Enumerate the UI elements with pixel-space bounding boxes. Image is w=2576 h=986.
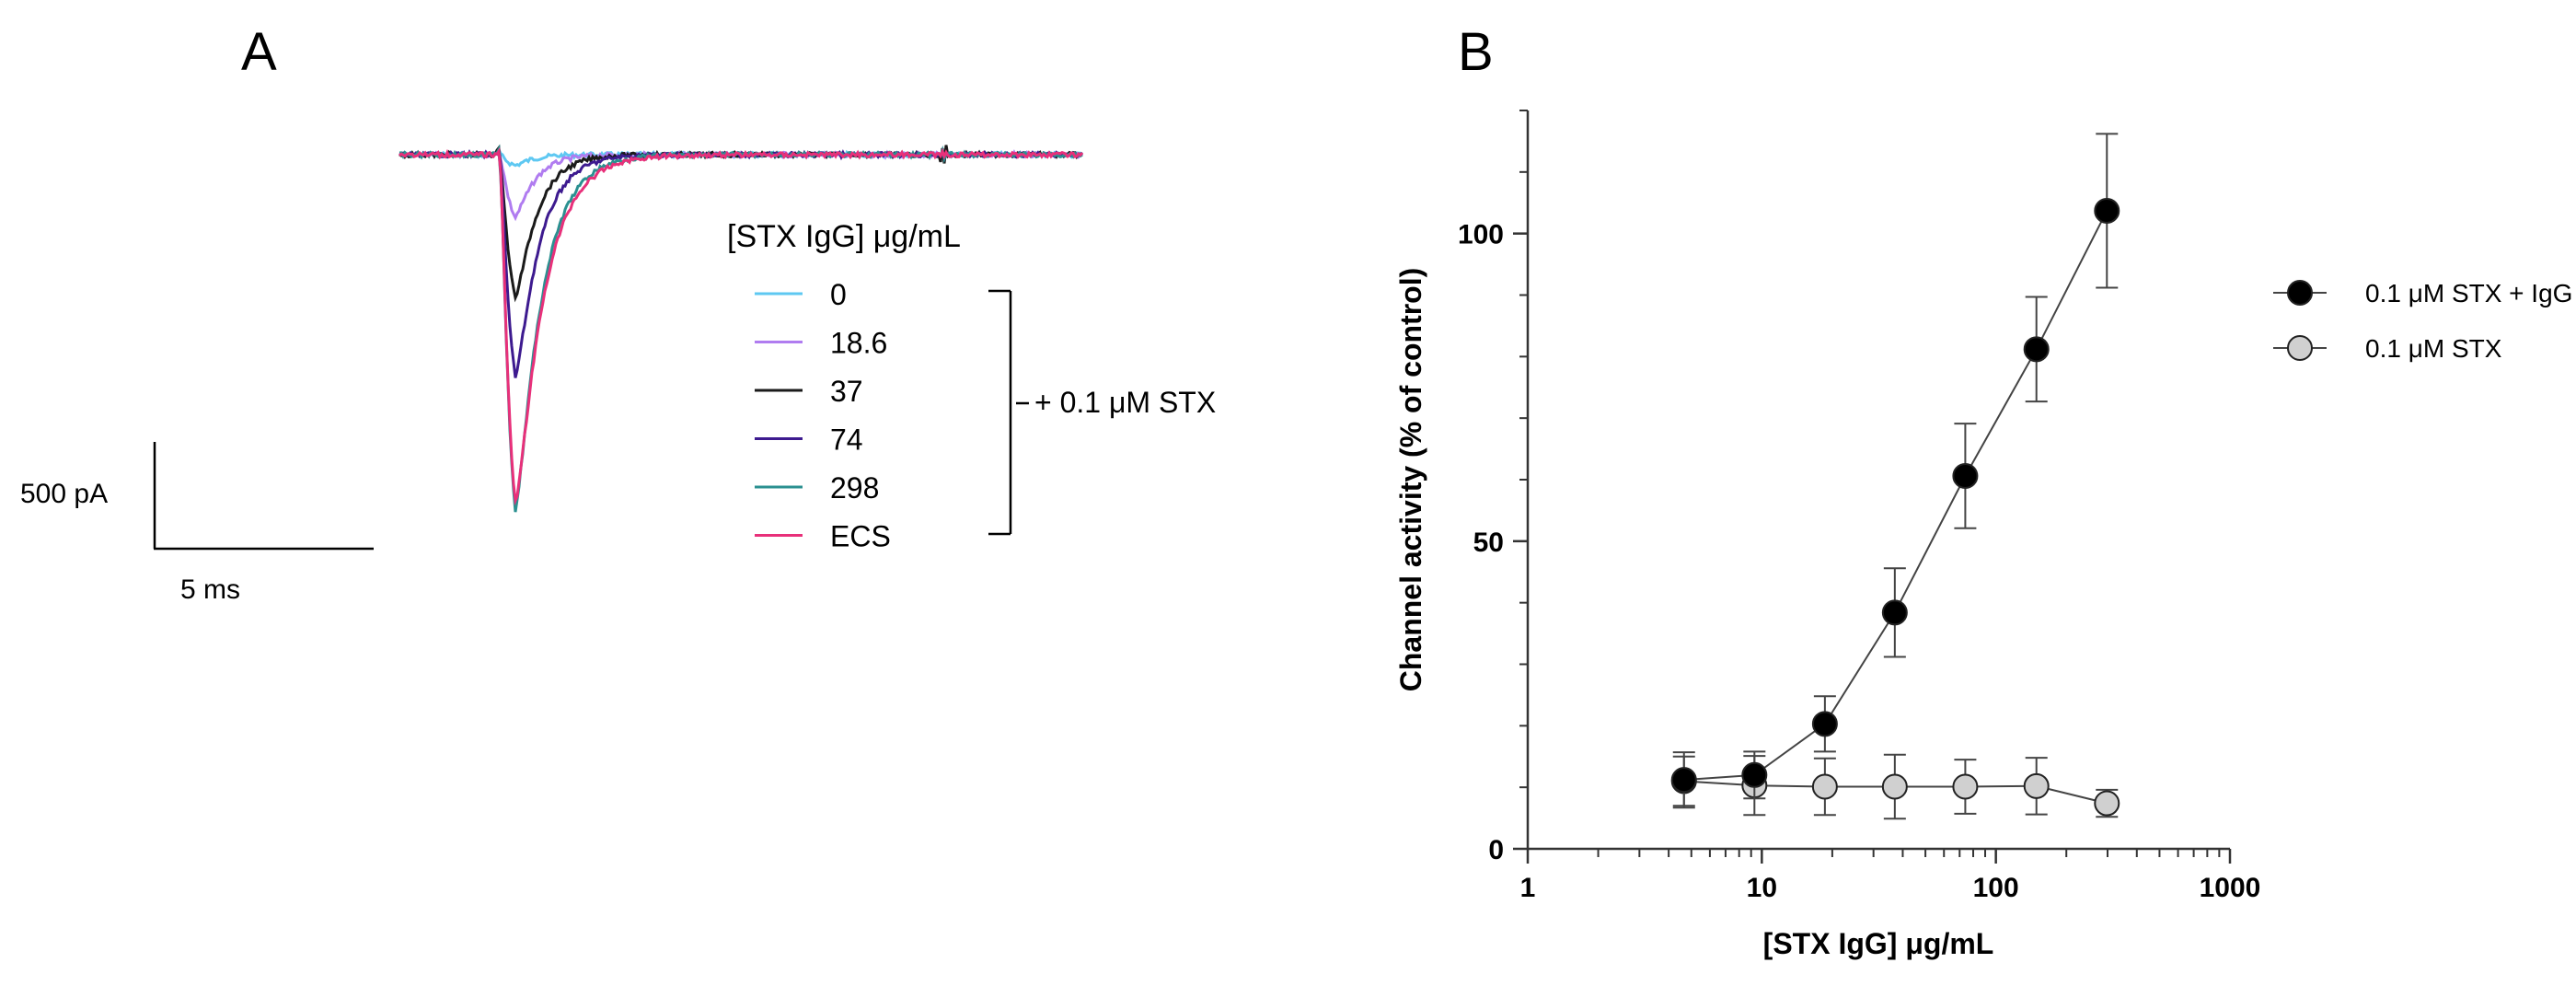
- data-point: [1952, 773, 1979, 800]
- data-point: [1811, 773, 1838, 800]
- y-tick-label-100: 100: [1458, 220, 1504, 250]
- series-0-1-m-stx: [1670, 753, 2120, 820]
- legend-b-marker-0-1-m-stx-igg: [2287, 280, 2313, 306]
- legend-label-ecs: ECS: [830, 520, 891, 553]
- data-point: [1952, 462, 1979, 489]
- x-axis-label: [STX IgG] μg/mL: [1763, 927, 1994, 960]
- panel-a-label: A: [241, 22, 277, 82]
- series-0-1-m-stx-igg: [1670, 133, 2120, 809]
- scale-bar-time-label: 5 ms: [180, 574, 240, 605]
- data-point: [2023, 772, 2050, 799]
- legend-a: 0 18.6 37 74 298 ECS: [755, 278, 891, 553]
- stx-bracket: [988, 289, 1029, 536]
- plot-area-b: [1670, 133, 2120, 820]
- scale-bar-current-label: 500 pA: [20, 479, 108, 509]
- data-point: [1811, 711, 1838, 737]
- panel-a: A [STX IgG] μg/mL 0 18.6 37 74 298 ECS + 0.1 …: [20, 22, 1216, 605]
- y-tick-label-50: 50: [1473, 528, 1504, 558]
- data-point: [1670, 767, 1697, 794]
- y-axis-label: Channel activity (% of control): [1394, 268, 1427, 691]
- bracket-label: + 0.1 μM STX: [1034, 386, 1216, 419]
- legend-label-74: 74: [830, 423, 863, 457]
- data-point: [2094, 197, 2120, 224]
- legend-b-label-0-1-m-stx: 0.1 μM STX: [2365, 334, 2502, 363]
- x-tick-label-1000: 1000: [2200, 873, 2261, 903]
- data-point: [1881, 773, 1908, 800]
- legend-title: [STX IgG] μg/mL: [727, 219, 961, 254]
- panel-b-label: B: [1458, 22, 1494, 82]
- data-point: [1881, 599, 1908, 626]
- panel-b: B 1 10 100 1000 0 50 100 Channel activity (% o…: [1394, 22, 2572, 960]
- current-traces: [399, 144, 1084, 513]
- data-point: [2094, 790, 2120, 817]
- trace-ecs: [399, 146, 1084, 506]
- legend-label-18-6: 18.6: [830, 327, 887, 360]
- legend-b-marker-0-1-m-stx: [2287, 335, 2313, 361]
- legend-b-label-0-1-m-stx-igg: 0.1 μM STX + IgG: [2365, 279, 2572, 307]
- legend-label-298: 298: [830, 471, 879, 505]
- legend-label-0: 0: [830, 278, 847, 311]
- scale-bar: [153, 442, 374, 551]
- legend-label-37: 37: [830, 375, 863, 408]
- data-point: [2023, 336, 2050, 363]
- data-point: [1741, 761, 1768, 788]
- x-tick-label-1: 1: [1520, 873, 1536, 903]
- x-tick-label-100: 100: [1973, 873, 2019, 903]
- x-tick-label-10: 10: [1747, 873, 1777, 903]
- y-tick-label-0: 0: [1488, 835, 1504, 865]
- legend-b: 0.1 μM STX + IgG 0.1 μM STX: [2273, 279, 2572, 363]
- axes-b-ticks: 1 10 100 1000 0 50 100: [1458, 110, 2260, 903]
